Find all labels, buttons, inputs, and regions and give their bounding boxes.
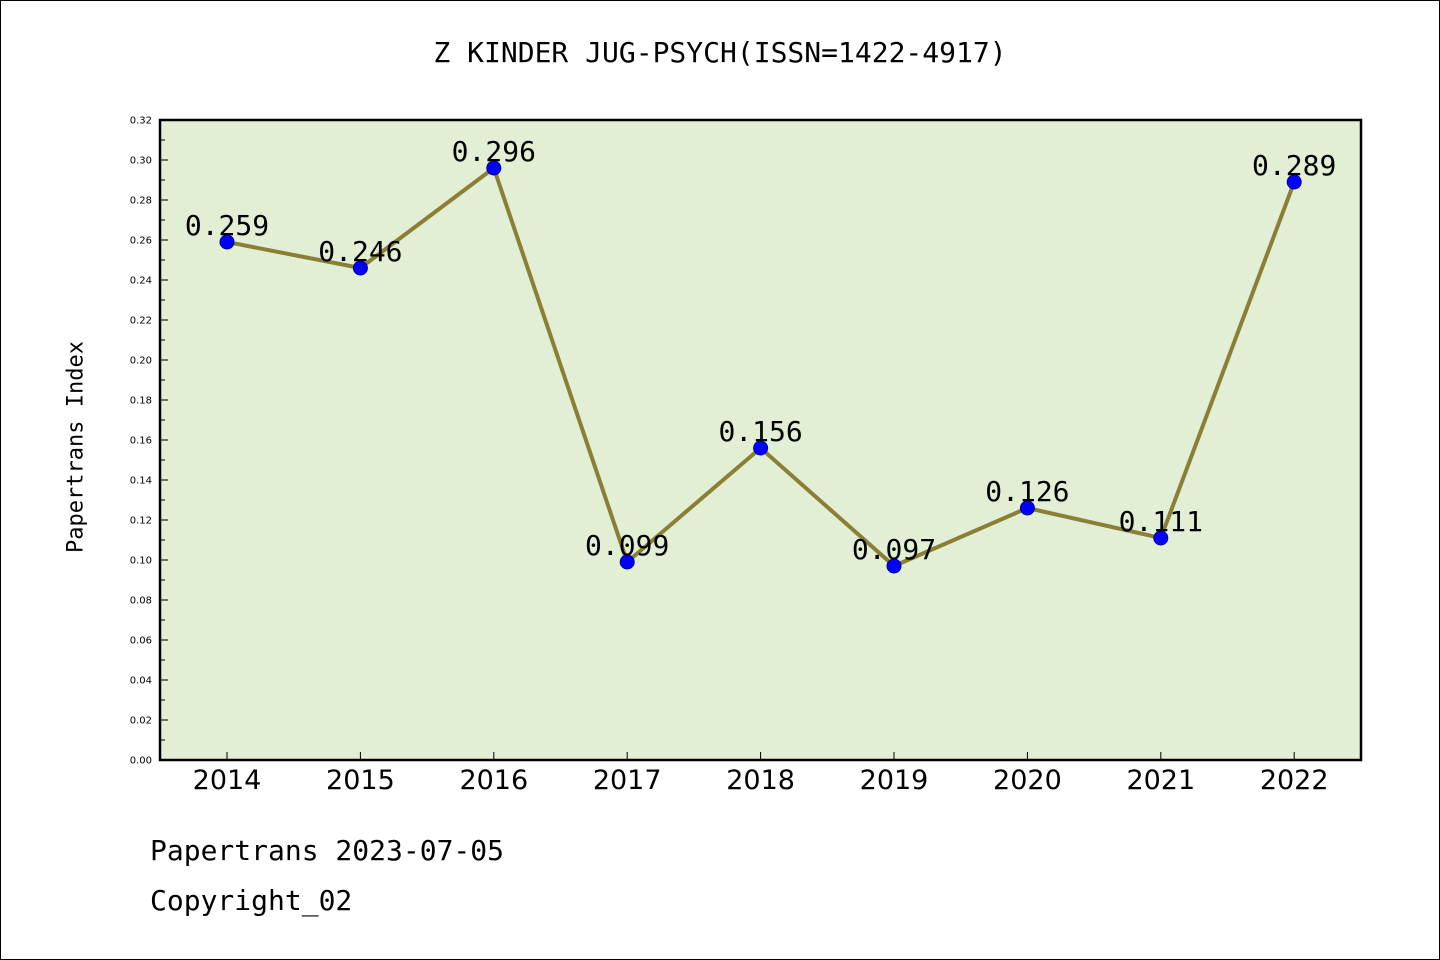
- x-tick-label: 2021: [1126, 765, 1195, 796]
- data-label: 0.156: [718, 415, 802, 448]
- y-tick-label: 0.02: [130, 716, 152, 727]
- data-point: [352, 260, 368, 276]
- data-label: 0.097: [852, 533, 936, 566]
- plot-border: [158, 118, 1363, 762]
- y-tick-label: 0.08: [130, 596, 152, 607]
- y-tick-label: 0.18: [130, 396, 152, 407]
- x-tick-label: 2016: [459, 765, 528, 796]
- y-tick-label: 0.16: [130, 436, 152, 447]
- data-point: [1286, 174, 1302, 190]
- data-point: [1153, 530, 1169, 546]
- x-tick-label: 2018: [726, 765, 795, 796]
- y-tick-label: 0.20: [130, 356, 152, 367]
- y-tick-label: 0.10: [130, 556, 152, 567]
- data-point: [886, 558, 902, 574]
- data-point: [486, 160, 502, 176]
- y-tick-label: 0.32: [130, 116, 152, 127]
- data-label: 0.111: [1119, 505, 1203, 538]
- x-tick-label: 2015: [326, 765, 395, 796]
- y-tick-label: 0.06: [130, 636, 152, 647]
- y-tick-label: 0.04: [130, 676, 152, 687]
- data-point: [619, 554, 635, 570]
- chart-title: Z KINDER JUG-PSYCH(ISSN=1422-4917): [433, 36, 1007, 69]
- footer-copyright: Copyright_02: [150, 884, 353, 917]
- data-label: 0.289: [1252, 149, 1336, 182]
- data-labels: 0.259 0.246 0.296 0.099 0.156 0.097 0.126 0.111…: [185, 135, 1336, 566]
- x-axis: 2014 2015 2016 2017 2018 2019 2020 2021 2022: [193, 752, 1329, 796]
- data-point: [1019, 500, 1035, 516]
- data-label: 0.246: [318, 235, 402, 268]
- x-tick-label: 2022: [1260, 765, 1329, 796]
- y-tick-label: 0.22: [130, 316, 152, 327]
- y-axis: 0.00 0.02 0.04 0.06 0.08 0.10 0.12 0.14 0.16 0.18…: [130, 116, 168, 767]
- y-tick-label: 0.14: [130, 476, 152, 487]
- data-label: 0.099: [585, 529, 669, 562]
- x-tick-label: 2020: [993, 765, 1062, 796]
- data-point: [753, 440, 769, 456]
- data-label: 0.296: [452, 135, 536, 168]
- data-point: [219, 234, 235, 250]
- data-label: 0.126: [985, 475, 1069, 508]
- footer-date: Papertrans 2023-07-05: [150, 834, 505, 867]
- y-tick-label: 0.26: [130, 236, 152, 247]
- plot-area: [160, 120, 1361, 760]
- y-tick-label: 0.12: [130, 516, 152, 527]
- x-tick-label: 2019: [860, 765, 929, 796]
- x-tick-label: 2017: [593, 765, 662, 796]
- x-tick-label: 2014: [193, 765, 262, 796]
- y-tick-label: 0.28: [130, 196, 152, 207]
- series-markers: [219, 160, 1302, 574]
- y-tick-label: 0.24: [130, 276, 152, 287]
- data-label: 0.259: [185, 209, 269, 242]
- y-tick-label: 0.00: [130, 756, 152, 767]
- y-tick-label: 0.30: [130, 156, 152, 167]
